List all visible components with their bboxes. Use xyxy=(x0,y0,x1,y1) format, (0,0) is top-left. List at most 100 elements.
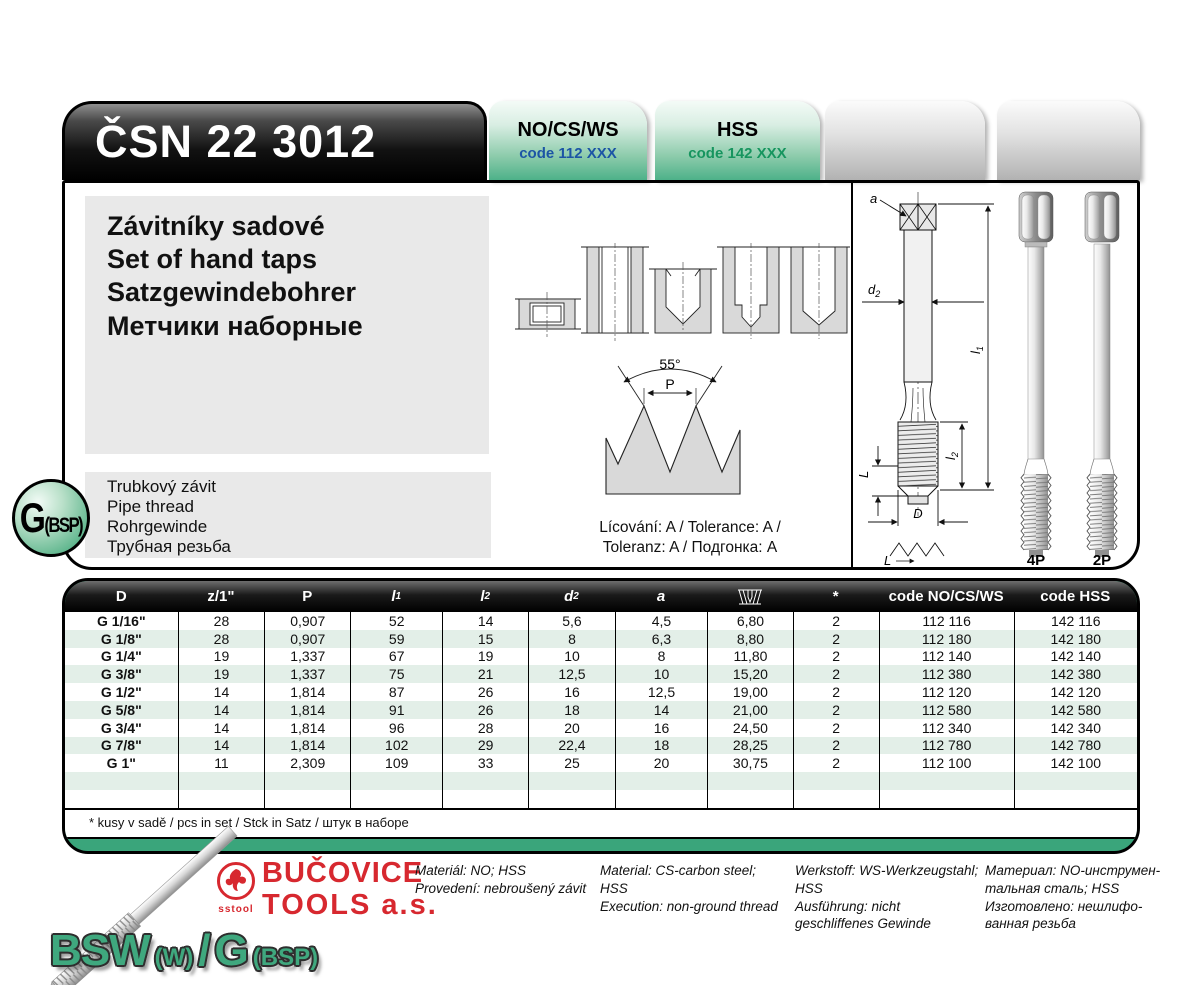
table-cell xyxy=(177,772,265,790)
column-header: D xyxy=(115,588,127,605)
note-line: geschliffenes Gewinde xyxy=(795,916,931,932)
panel-divider xyxy=(851,183,853,567)
table-cell: 26 xyxy=(442,683,528,701)
table-cell: 11 xyxy=(177,754,265,773)
logo-emblem-caption: sstool xyxy=(218,904,254,915)
table-cell: G 1/2" xyxy=(100,684,142,701)
table-cell xyxy=(1013,789,1137,808)
thread-type-line: Trubkový závit xyxy=(107,477,216,496)
table-cell: 2 xyxy=(792,629,879,648)
table-cell: 2 xyxy=(792,665,879,684)
table-cell: 2 xyxy=(792,736,879,755)
table-cell xyxy=(264,772,350,790)
product-title-block: Závitníky sadové Set of hand taps Satzgewi… xyxy=(85,196,489,454)
table-cell: 2,309 xyxy=(264,754,350,773)
material-tab-no-cs-ws: NO/CS/WS code 112 XXX xyxy=(489,101,647,180)
table-cell: 12,5 xyxy=(528,665,615,684)
page-label-part: / xyxy=(198,926,210,975)
table-cell: 1,814 xyxy=(264,700,350,719)
table-cell: 112 780 xyxy=(878,736,1014,755)
table-cell: 52 xyxy=(350,612,442,630)
table-cell: 142 180 xyxy=(1013,629,1137,648)
product-title-line: Závitníky sadové xyxy=(107,211,325,241)
table-cell xyxy=(65,790,178,808)
table-cell: 10 xyxy=(614,665,707,684)
material-tab-label: NO/CS/WS xyxy=(517,119,619,141)
table-cell: 142 116 xyxy=(1013,612,1137,630)
page-label-part: BSW xyxy=(50,926,151,975)
table-cell: 142 120 xyxy=(1013,683,1137,701)
table-cell: G 3/8" xyxy=(100,666,142,683)
table-row: G 1/2" 14 1,814 87 26 16 12,5 19,00 2 112 120 142 … xyxy=(65,683,1137,701)
table-cell xyxy=(177,789,265,808)
thread-standard-badge: G(BSP) xyxy=(12,479,90,557)
table-cell: 28,25 xyxy=(707,736,793,755)
table-cell: 29 xyxy=(442,736,528,755)
table-cell: G 1/8" xyxy=(100,630,142,647)
page-label-part: G xyxy=(214,926,249,975)
table-cell: 112 116 xyxy=(878,612,1014,630)
empty-tab xyxy=(997,101,1140,180)
table-cell: 2 xyxy=(792,612,879,630)
table-cell: 19,00 xyxy=(707,683,793,701)
table-row: G 1/4" 19 1,337 67 19 10 8 11,80 2 112 140 142 140 xyxy=(65,647,1137,666)
table-cell: G 3/4" xyxy=(100,719,142,736)
table-cell: 19 xyxy=(177,665,265,684)
material-tab-code: code 142 XXX xyxy=(688,145,787,162)
table-cell: 24,50 xyxy=(707,718,793,737)
table-cell: 14 xyxy=(177,683,265,701)
table-cell: 2 xyxy=(792,754,879,773)
table-row: G 3/8" 19 1,337 75 21 12,5 10 15,20 2 112 380 142 … xyxy=(65,665,1137,684)
column-header-icon xyxy=(707,588,793,606)
table-cell: 142 780 xyxy=(1013,736,1137,755)
hole-type-diagrams xyxy=(515,243,850,341)
table-cell xyxy=(350,772,442,790)
dim-label-a: a xyxy=(870,191,877,206)
table-cell: 0,907 xyxy=(264,612,350,630)
table-cell: 102 xyxy=(350,736,442,755)
thread-type-line: Rohrgewinde xyxy=(107,517,208,537)
table-cell: 142 580 xyxy=(1013,700,1137,719)
table-cell: 112 340 xyxy=(878,718,1014,737)
note-line: Material: CS-carbon steel; xyxy=(600,863,757,878)
table-cell: 112 380 xyxy=(878,665,1014,684)
table-cell: 8,80 xyxy=(707,629,793,648)
table-cell: 112 580 xyxy=(878,700,1014,719)
note-line: Materiál: NO; HSS xyxy=(415,863,527,878)
table-cell xyxy=(1013,772,1137,790)
note-line: Provedení: nebroušený závit xyxy=(415,880,587,896)
page-thread-label: BSW (W) / G (BSP) xyxy=(50,926,323,976)
table-cell: 28 xyxy=(177,629,265,648)
table-cell xyxy=(264,789,350,808)
table-cell: 14 xyxy=(614,700,707,719)
table-cell xyxy=(528,772,615,790)
hole-diagram-blind xyxy=(649,262,717,334)
brand-suffix: TOOLS a.s. xyxy=(262,888,438,921)
table-cell: 16 xyxy=(528,683,615,701)
standard-number: ČSN 22 3012 xyxy=(95,116,377,167)
material-note-en: Material: CS-carbon steel; HSS Execution: … xyxy=(600,862,785,915)
table-cell: 20 xyxy=(528,718,615,737)
table-cell: 8 xyxy=(614,647,707,666)
table-cell: 5,6 xyxy=(528,612,615,630)
table-cell: 33 xyxy=(442,754,528,773)
table-cell: 91 xyxy=(350,700,442,719)
badge-text: G(BSP) xyxy=(20,494,84,542)
table-cell: 14 xyxy=(442,612,528,630)
tap-dimension-drawing: a d2 l1 l2 L D L xyxy=(856,191,994,567)
table-cell: 2 xyxy=(792,718,879,737)
brand-name: BUČOVICE xyxy=(262,857,424,889)
material-tab-code: code 112 XXX xyxy=(519,145,617,162)
table-cell: 26 xyxy=(442,700,528,719)
table-cell: 18 xyxy=(528,700,615,719)
page-label-part: (BSP) xyxy=(252,944,319,971)
table-row: G 7/8" 14 1,814 102 29 22,4 18 28,25 2 112 780 142… xyxy=(65,736,1137,755)
table-cell: 75 xyxy=(350,665,442,684)
hole-diagram-through-short xyxy=(515,292,581,337)
table-cell: 30,75 xyxy=(707,754,793,773)
table-cell: 21,00 xyxy=(707,700,793,719)
